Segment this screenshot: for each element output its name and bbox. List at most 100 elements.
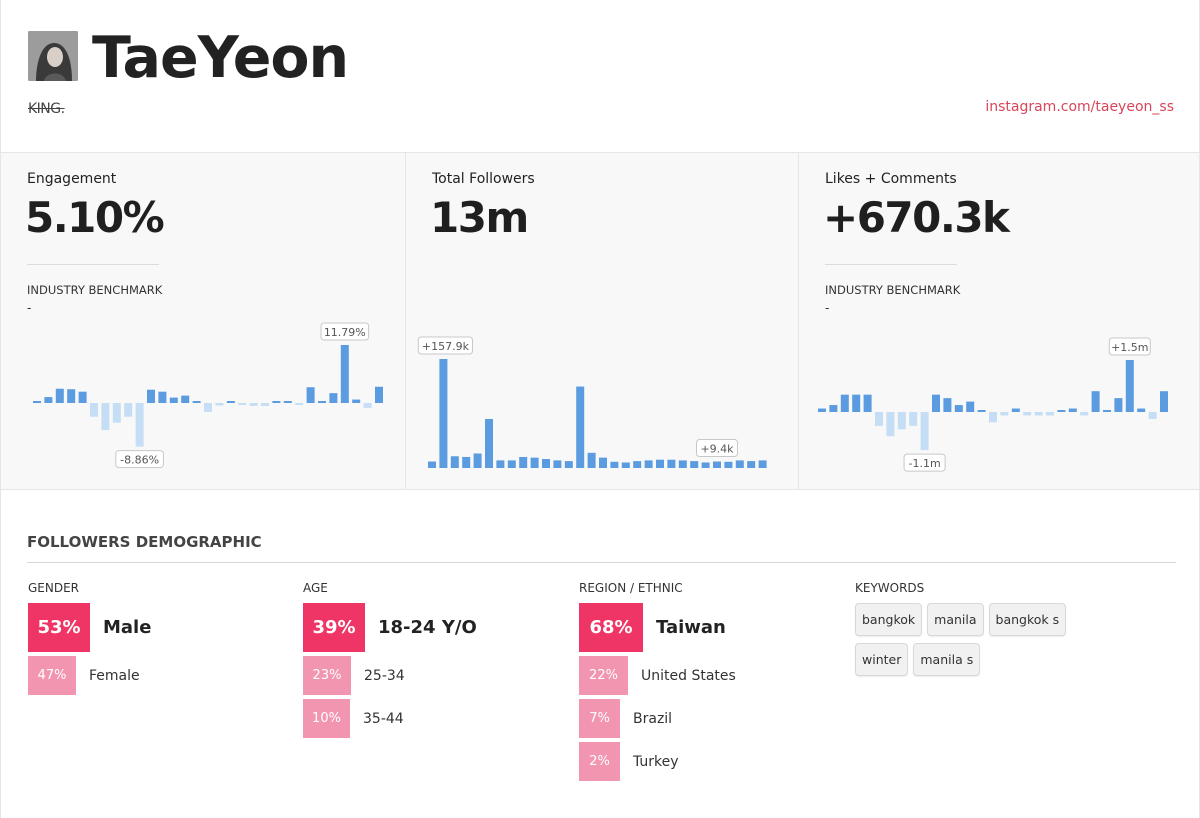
keyword-chip[interactable]: bangkok bbox=[855, 603, 923, 636]
chart-bar bbox=[1057, 410, 1066, 412]
percent-badge: 53% bbox=[28, 603, 90, 652]
data-label-box bbox=[417, 336, 474, 355]
chart-bar bbox=[67, 389, 76, 403]
keyword-chip[interactable]: manila bbox=[927, 603, 984, 636]
followers-chart[interactable]: +157.9k +9.4k bbox=[406, 153, 799, 491]
chart-bar bbox=[920, 412, 929, 451]
chart-bar bbox=[932, 394, 940, 412]
likes-comments-chart[interactable]: +1.5m -1.1m bbox=[799, 153, 1200, 491]
chart-bar bbox=[485, 418, 493, 468]
chart-bar bbox=[542, 459, 550, 468]
chart-bar bbox=[272, 401, 281, 403]
chart-bar bbox=[306, 387, 315, 403]
engagement-panel: Engagement 5.10% INDUSTRY BENCHMARK - 11… bbox=[0, 153, 405, 489]
data-label: +9.4k bbox=[700, 443, 734, 456]
chart-bar bbox=[909, 412, 918, 426]
chart-bar bbox=[1000, 412, 1009, 416]
chart-bar bbox=[576, 386, 585, 468]
chart-bar bbox=[439, 359, 448, 468]
chart-bar bbox=[1011, 408, 1020, 412]
followers-demographic: FOLLOWERS DEMOGRAPHIC GENDER 53% Male 47… bbox=[0, 490, 1200, 818]
chart-bar bbox=[226, 401, 235, 403]
chart-bar bbox=[840, 394, 849, 412]
chart-bar bbox=[1160, 391, 1168, 412]
list-item: 22% United States bbox=[579, 656, 736, 695]
percent-badge: 68% bbox=[579, 603, 643, 652]
chart-bar bbox=[633, 461, 642, 468]
chart-bar bbox=[78, 391, 87, 403]
chart-bar bbox=[587, 452, 596, 468]
list-item: 39% 18-24 Y/O bbox=[303, 603, 477, 652]
chart-bar bbox=[181, 395, 190, 403]
likes-comments-panel: Likes + Comments +670.3k INDUSTRY BENCHM… bbox=[798, 153, 1200, 489]
keyword-chip[interactable]: bangkok s bbox=[988, 603, 1067, 636]
list-item: 23% 25-34 bbox=[303, 656, 477, 695]
row-label: Turkey bbox=[633, 753, 679, 770]
chart-bar bbox=[966, 401, 975, 412]
data-label: -8.86% bbox=[120, 454, 159, 467]
section-title: FOLLOWERS DEMOGRAPHIC bbox=[27, 533, 262, 551]
chart-bar bbox=[599, 457, 607, 468]
benchmark-label: INDUSTRY BENCHMARK bbox=[825, 283, 961, 297]
chart-bar bbox=[363, 403, 372, 408]
gender-column: GENDER 53% Male 47% Female bbox=[28, 581, 151, 699]
age-column: AGE 39% 18-24 Y/O 23% 25-34 10% 35-44 bbox=[303, 581, 477, 742]
chart-bar bbox=[1091, 391, 1100, 412]
chart-bar bbox=[954, 405, 963, 412]
chart-bar bbox=[192, 401, 201, 403]
keyword-chip[interactable]: manila s bbox=[913, 643, 981, 676]
chart-bar bbox=[1103, 410, 1111, 412]
chart-bar bbox=[747, 461, 756, 468]
list-item: 7% Brazil bbox=[579, 699, 736, 738]
chart-bar bbox=[690, 461, 699, 468]
data-label-box bbox=[903, 453, 946, 472]
row-label: 18-24 Y/O bbox=[378, 617, 477, 638]
chart-bar bbox=[249, 403, 258, 406]
chart-bar bbox=[989, 412, 997, 423]
chart-bar bbox=[519, 456, 528, 468]
chart-bar bbox=[1046, 412, 1054, 416]
chart-bar bbox=[261, 403, 269, 406]
chart-bar bbox=[135, 403, 144, 447]
percent-badge: 2% bbox=[579, 742, 620, 781]
chart-bar bbox=[112, 403, 121, 423]
divider bbox=[27, 264, 159, 265]
instagram-profile-link[interactable]: instagram.com/taeyeon_ss bbox=[985, 99, 1174, 115]
row-label: United States bbox=[641, 667, 736, 684]
profile-bio: KING. bbox=[28, 101, 65, 117]
chart-bar bbox=[101, 403, 110, 431]
row-label: Female bbox=[89, 667, 140, 684]
chart-bar bbox=[713, 461, 721, 468]
chart-bar bbox=[1114, 398, 1123, 412]
panel-value: 13m bbox=[430, 193, 529, 242]
row-label: Brazil bbox=[633, 710, 673, 727]
chart-bar bbox=[1137, 408, 1146, 412]
column-title: GENDER bbox=[28, 581, 80, 595]
data-label: 11.79% bbox=[324, 326, 366, 339]
chart-bar bbox=[215, 403, 224, 406]
panel-value: 5.10% bbox=[25, 193, 165, 242]
benchmark-label: INDUSTRY BENCHMARK bbox=[27, 283, 163, 297]
chart-bar bbox=[644, 460, 653, 468]
chart-bar bbox=[147, 389, 155, 403]
data-label: -1.1m bbox=[909, 457, 941, 470]
engagement-chart[interactable]: 11.79% -8.86% bbox=[1, 153, 406, 491]
chart-bar bbox=[238, 403, 247, 405]
profile-header: TaeYeon KING. instagram.com/taeyeon_ss bbox=[0, 0, 1200, 153]
chart-bar bbox=[169, 397, 178, 403]
chart-bar bbox=[977, 410, 986, 412]
list-item: 47% Female bbox=[28, 656, 151, 695]
avatar[interactable] bbox=[28, 31, 78, 81]
keyword-chip[interactable]: winter bbox=[855, 643, 909, 676]
chart-bar bbox=[428, 461, 436, 468]
chart-bar bbox=[329, 393, 338, 403]
column-title: REGION / ETHNIC bbox=[579, 581, 683, 595]
percent-badge: 47% bbox=[28, 656, 76, 695]
chart-bar bbox=[158, 391, 167, 403]
chart-bar bbox=[886, 412, 895, 437]
data-label-box bbox=[115, 450, 164, 469]
chart-bar bbox=[1034, 412, 1043, 416]
profile-name: TaeYeon bbox=[92, 25, 349, 91]
percent-badge: 22% bbox=[579, 656, 628, 695]
percent-badge: 10% bbox=[303, 699, 350, 738]
